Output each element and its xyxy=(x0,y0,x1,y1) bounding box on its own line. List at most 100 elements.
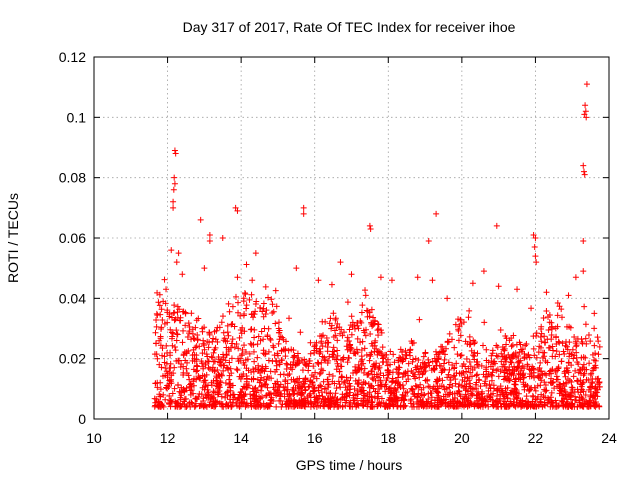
data-point xyxy=(300,397,307,404)
data-point xyxy=(228,403,235,410)
data-point xyxy=(367,330,374,337)
data-point xyxy=(183,350,190,357)
data-point xyxy=(352,377,359,384)
data-point xyxy=(374,321,381,328)
data-point xyxy=(348,331,355,338)
data-point xyxy=(218,393,225,400)
data-point xyxy=(225,332,232,339)
data-point xyxy=(299,367,306,374)
data-point xyxy=(215,371,222,378)
x-tick-label: 16 xyxy=(307,430,323,446)
data-point xyxy=(221,335,228,342)
data-point xyxy=(255,368,262,375)
data-point xyxy=(259,394,266,401)
data-point xyxy=(217,378,224,385)
data-point xyxy=(549,403,556,410)
data-point xyxy=(297,329,304,336)
data-point xyxy=(556,339,563,346)
data-point-outlier xyxy=(532,235,539,241)
data-point xyxy=(378,381,385,388)
data-point xyxy=(250,348,257,355)
data-point-outlier xyxy=(234,274,241,281)
data-point xyxy=(471,340,478,347)
data-point xyxy=(283,400,290,407)
data-point xyxy=(468,401,475,408)
data-point xyxy=(514,401,521,408)
data-point xyxy=(446,374,453,381)
data-point xyxy=(466,307,473,314)
data-point xyxy=(340,356,347,363)
data-point xyxy=(157,333,164,340)
data-point xyxy=(344,346,351,353)
data-point xyxy=(460,319,467,326)
data-point xyxy=(542,388,549,395)
data-point xyxy=(368,368,375,375)
data-point-outlier xyxy=(337,259,344,266)
data-point-outlier xyxy=(348,271,355,278)
data-point xyxy=(536,364,543,371)
data-point xyxy=(268,296,275,303)
data-point-outlier xyxy=(582,108,589,115)
data-point xyxy=(330,344,337,351)
data-point xyxy=(564,346,571,353)
data-point xyxy=(307,390,314,397)
data-point xyxy=(456,370,463,377)
data-point xyxy=(465,365,472,372)
data-point xyxy=(250,375,257,382)
data-point xyxy=(243,375,250,382)
data-point xyxy=(321,354,328,361)
data-point xyxy=(347,389,354,396)
data-point xyxy=(452,321,459,328)
data-point xyxy=(324,381,331,388)
data-point xyxy=(222,357,229,364)
data-point xyxy=(433,378,440,385)
data-point xyxy=(548,399,555,406)
data-point xyxy=(457,316,464,323)
data-point xyxy=(369,374,376,381)
data-point xyxy=(330,310,337,317)
data-point xyxy=(513,393,520,400)
data-point xyxy=(223,344,230,351)
data-point xyxy=(528,384,535,391)
data-point xyxy=(324,376,331,383)
data-point-outlier xyxy=(206,238,213,245)
data-point xyxy=(460,360,467,367)
data-point xyxy=(193,356,200,363)
data-point xyxy=(538,330,545,337)
data-point xyxy=(394,385,401,392)
data-point-outlier xyxy=(252,250,259,257)
data-point xyxy=(260,336,267,343)
data-point xyxy=(560,348,567,355)
data-point xyxy=(553,348,560,355)
data-point xyxy=(357,389,364,396)
data-point xyxy=(174,309,181,316)
data-point xyxy=(542,382,549,389)
data-point xyxy=(470,352,477,359)
data-point xyxy=(495,397,502,404)
data-point xyxy=(355,400,362,407)
data-point xyxy=(344,387,351,394)
data-point xyxy=(517,397,524,404)
data-point xyxy=(171,317,178,324)
chart-title: Day 317 of 2017, Rate Of TEC Index for r… xyxy=(183,19,516,35)
data-point-outlier xyxy=(583,81,590,88)
data-point xyxy=(457,352,464,359)
data-point xyxy=(413,366,420,373)
data-point xyxy=(286,371,293,378)
data-point xyxy=(501,345,508,352)
data-point xyxy=(343,374,350,381)
data-point xyxy=(506,403,513,410)
data-point xyxy=(412,375,419,382)
data-point xyxy=(233,400,240,407)
data-point xyxy=(583,376,590,383)
data-point-outlier xyxy=(170,204,177,211)
data-point xyxy=(555,403,562,410)
data-point xyxy=(291,353,298,360)
data-point xyxy=(331,394,338,401)
data-point xyxy=(210,335,217,342)
data-point xyxy=(399,391,406,398)
data-point xyxy=(552,325,559,332)
data-point xyxy=(188,387,195,394)
data-point xyxy=(379,355,386,362)
data-point xyxy=(309,387,316,394)
